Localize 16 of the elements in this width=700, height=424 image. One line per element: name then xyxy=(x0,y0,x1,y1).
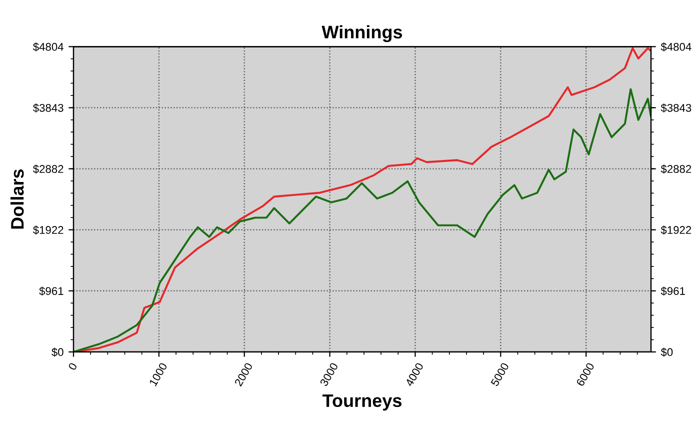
y-axis-title: Dollars xyxy=(10,169,24,229)
y2-tick-label: $2882 xyxy=(660,164,692,174)
x-tick-label: 0 xyxy=(68,362,78,371)
y2-tick-label: $1922 xyxy=(660,226,692,235)
chart-title: Winnings xyxy=(322,25,402,42)
y-tick-label: $0 xyxy=(52,348,64,357)
y-tick-label: $2882 xyxy=(33,164,64,174)
y2-tick-label: $4804 xyxy=(660,42,692,52)
y2-tick-label: $3843 xyxy=(660,104,692,113)
y2-tick-label: $961 xyxy=(660,286,685,296)
y-tick-label: $4804 xyxy=(33,42,64,52)
y2-tick-label: $0 xyxy=(660,348,673,357)
y-tick-label: $1922 xyxy=(33,226,64,235)
x-axis-title: Tourneys xyxy=(322,394,402,411)
y-tick-label: $3843 xyxy=(33,104,64,113)
y-tick-label: $961 xyxy=(39,286,64,296)
